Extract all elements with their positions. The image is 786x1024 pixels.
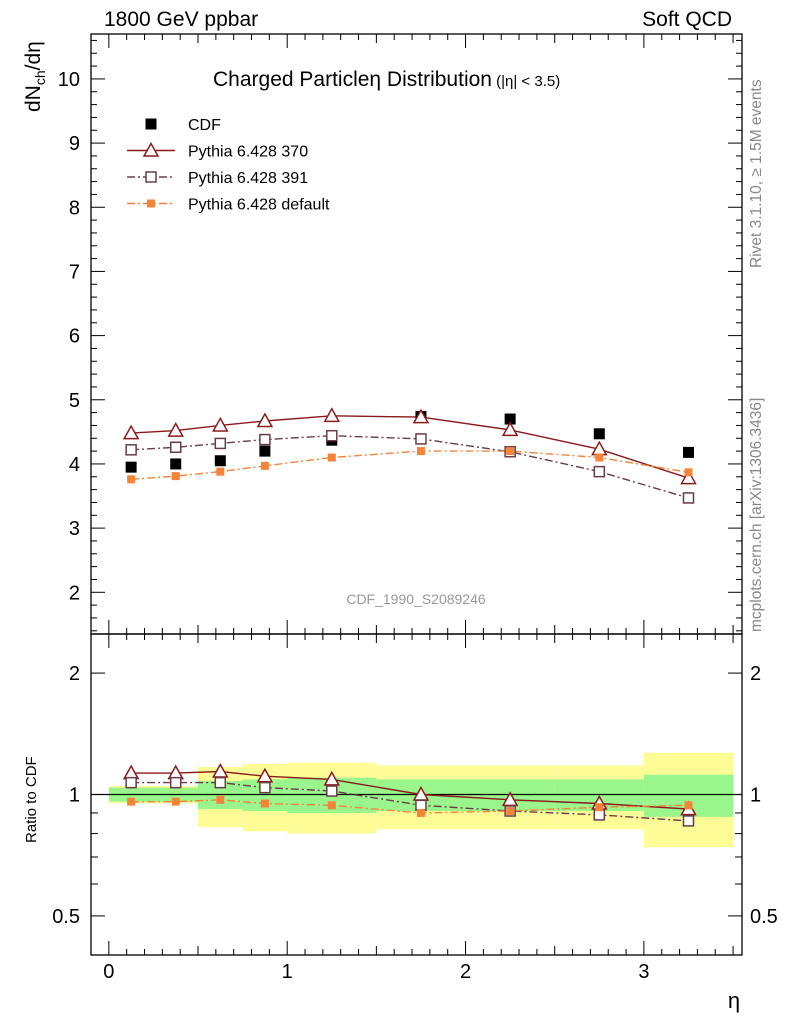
legend-label-pythia-6-428-391: Pythia 6.428 391 bbox=[188, 170, 308, 187]
series-markers bbox=[122, 407, 697, 827]
ratio-point-pythia-6-428-default bbox=[327, 801, 336, 810]
series-line-pythia-6-428-391 bbox=[131, 434, 689, 499]
data-point-cdf bbox=[504, 413, 516, 425]
data-point-pythia-6-428-370 bbox=[167, 422, 184, 437]
ratio-point-pythia-6-428-default bbox=[416, 808, 425, 817]
data-point-pythia-6-428-391 bbox=[326, 429, 338, 442]
data-point-pythia-6-428-default bbox=[506, 447, 515, 456]
legend-marker-pythia-6-428-370 bbox=[142, 141, 160, 157]
ratio-point-pythia-6-428-default bbox=[216, 795, 225, 804]
y-tick-label: 7 bbox=[69, 261, 80, 283]
data-point-pythia-6-428-370 bbox=[122, 424, 140, 440]
y-tick-label: 8 bbox=[69, 197, 80, 219]
ratio-point-pythia-6-428-default bbox=[127, 797, 136, 806]
data-point-pythia-6-428-default bbox=[127, 475, 136, 484]
data-point-cdf bbox=[259, 445, 271, 457]
ratio-y-axis-label: Ratio to CDF bbox=[23, 756, 40, 843]
data-point-pythia-6-428-default bbox=[260, 461, 269, 470]
y-tick-label: 2 bbox=[69, 582, 80, 604]
ratio-point-pythia-6-428-370 bbox=[122, 764, 140, 780]
data-point-pythia-6-428-391 bbox=[214, 437, 227, 450]
analysis-watermark: CDF_1990_S2089246 bbox=[346, 591, 486, 607]
ratio-line-pythia-6-428-391 bbox=[131, 781, 689, 822]
data-point-pythia-6-428-370 bbox=[412, 408, 430, 424]
legend-marker-cdf bbox=[145, 118, 157, 130]
x-axis-label: η bbox=[728, 988, 740, 1013]
ratio-y-tick-label-right: 1 bbox=[750, 785, 761, 807]
y-tick-label: 4 bbox=[69, 454, 80, 476]
x-tick-label: 0 bbox=[103, 961, 114, 983]
data-point-cdf bbox=[170, 458, 182, 470]
data-point-pythia-6-428-391 bbox=[169, 441, 182, 454]
legend-label-cdf: CDF bbox=[188, 117, 221, 134]
data-point-pythia-6-428-391 bbox=[682, 492, 695, 504]
data-point-pythia-6-428-default bbox=[327, 453, 336, 462]
data-point-pythia-6-428-370 bbox=[501, 421, 519, 437]
data-point-cdf bbox=[682, 446, 694, 458]
chart-text: 0 1 2 3 η 2 3 4 5 6 7 8 9 10 0.5 0.5 1 1 2 2 dNch/dη Ratio to… bbox=[22, 41, 778, 1013]
data-point-pythia-6-428-391 bbox=[415, 433, 427, 445]
x-tick-label: 3 bbox=[638, 961, 649, 983]
data-point-pythia-6-428-370 bbox=[680, 469, 697, 485]
ratio-point-pythia-6-428-391 bbox=[682, 815, 695, 827]
data-point-pythia-6-428-370 bbox=[323, 407, 341, 423]
ratio-y-tick-label-right: 0.5 bbox=[750, 906, 778, 928]
legend-label-pythia-6-428-370: Pythia 6.428 370 bbox=[188, 144, 308, 161]
data-point-pythia-6-428-370 bbox=[256, 412, 274, 428]
energy-label: 1800 GeV ppbar bbox=[104, 8, 259, 31]
ratio-point-pythia-6-428-default bbox=[684, 801, 693, 810]
y-tick-label: 6 bbox=[69, 326, 80, 348]
ratio-point-pythia-6-428-370 bbox=[256, 767, 274, 783]
ratio-y-tick-label: 1 bbox=[69, 785, 80, 807]
ratio-point-pythia-6-428-370 bbox=[323, 770, 341, 786]
ratio-point-pythia-6-428-default bbox=[506, 807, 515, 816]
ratio-point-pythia-6-428-391 bbox=[415, 799, 427, 812]
data-point-pythia-6-428-default bbox=[216, 467, 225, 476]
data-point-pythia-6-428-default bbox=[416, 447, 425, 456]
uncertainty-bands bbox=[108, 752, 734, 848]
data-point-cdf bbox=[593, 428, 605, 440]
ratio-point-pythia-6-428-default bbox=[171, 797, 180, 806]
axes bbox=[90, 33, 743, 956]
data-point-pythia-6-428-391 bbox=[259, 433, 271, 446]
ratio-point-pythia-6-428-391 bbox=[125, 776, 137, 789]
ratio-y-tick-label: 2 bbox=[69, 663, 80, 685]
data-point-cdf bbox=[214, 455, 226, 467]
y-axis-label: dNch/dη bbox=[22, 41, 48, 112]
ratio-line-pythia-6-428-default bbox=[131, 799, 689, 814]
data-point-cdf bbox=[125, 461, 137, 473]
x-tick-label: 1 bbox=[282, 961, 293, 983]
ratio-point-pythia-6-428-391 bbox=[169, 776, 182, 789]
data-point-pythia-6-428-default bbox=[171, 472, 180, 481]
ratio-point-pythia-6-428-391 bbox=[214, 776, 227, 789]
category-label: Soft QCD bbox=[642, 8, 732, 31]
data-point-pythia-6-428-default bbox=[595, 453, 604, 462]
x-tick-label: 2 bbox=[460, 961, 471, 983]
data-point-pythia-6-428-391 bbox=[593, 465, 606, 478]
data-point-pythia-6-428-default bbox=[684, 468, 693, 477]
ratio-point-pythia-6-428-391 bbox=[259, 781, 271, 794]
legend-marker-pythia-6-428-391 bbox=[145, 171, 157, 183]
legend-label-pythia-6-428-default: Pythia 6.428 default bbox=[188, 197, 330, 214]
ratio-point-pythia-6-428-391 bbox=[326, 785, 338, 797]
series-line-pythia-6-428-default bbox=[131, 450, 689, 480]
ratio-y-tick-label-right: 2 bbox=[750, 663, 761, 685]
ratio-point-pythia-6-428-default bbox=[595, 803, 604, 812]
legend-marker-pythia-6-428-default bbox=[147, 199, 155, 208]
data-point-pythia-6-428-370 bbox=[212, 416, 229, 432]
y-tick-label: 5 bbox=[69, 390, 80, 412]
chart-title: Charged Particleη Distribution (|η| < 3.… bbox=[213, 68, 560, 91]
ratio-y-tick-label: 0.5 bbox=[52, 906, 80, 928]
ratio-point-pythia-6-428-default bbox=[260, 799, 269, 808]
y-tick-label: 9 bbox=[69, 133, 80, 155]
y-tick-label: 10 bbox=[58, 69, 80, 91]
y-tick-label: 3 bbox=[69, 518, 80, 540]
ratio-point-pythia-6-428-391 bbox=[593, 809, 606, 821]
data-point-pythia-6-428-391 bbox=[125, 444, 137, 456]
